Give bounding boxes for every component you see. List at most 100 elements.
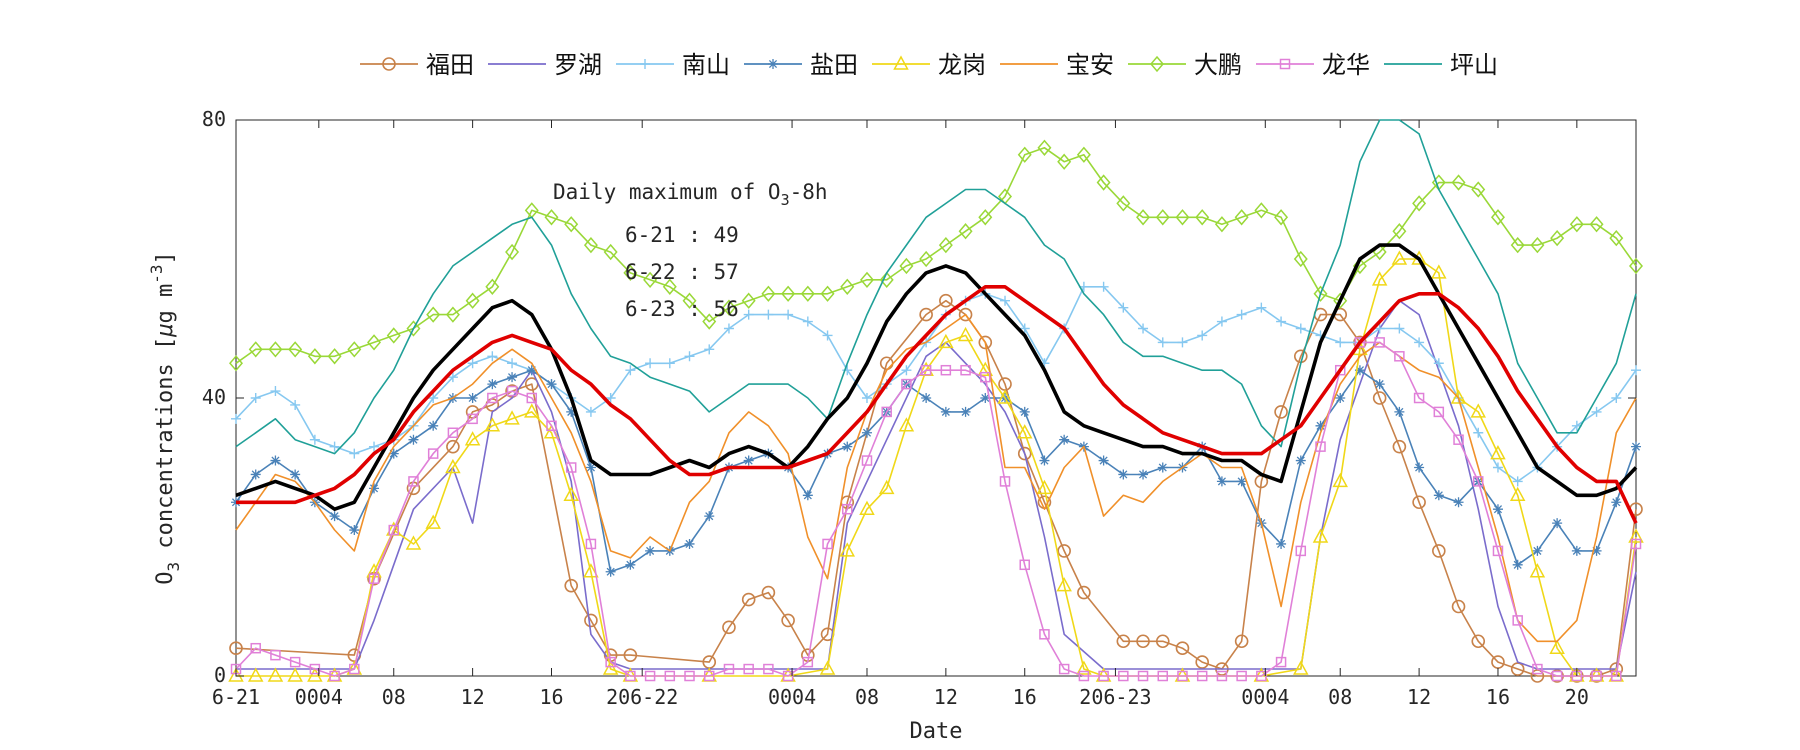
data-point-marker xyxy=(504,410,520,425)
data-point-marker xyxy=(1451,174,1466,191)
data-point-marker xyxy=(899,257,914,275)
data-point-marker xyxy=(1394,351,1405,362)
data-point-marker xyxy=(939,293,953,308)
data-point-marker xyxy=(1234,209,1249,226)
data-point-marker xyxy=(507,372,518,383)
data-point-marker xyxy=(1137,670,1149,682)
data-point-marker xyxy=(1470,403,1487,418)
data-point-marker xyxy=(1236,670,1247,682)
data-point-marker xyxy=(1098,670,1109,682)
data-point-marker xyxy=(290,399,301,410)
data-point-marker xyxy=(1293,250,1308,268)
series-station-3 xyxy=(231,365,1641,577)
data-point-marker xyxy=(861,427,872,438)
data-point-marker xyxy=(1629,257,1643,275)
data-point-marker xyxy=(1473,476,1484,487)
data-point-marker xyxy=(388,524,399,536)
data-point-marker xyxy=(329,670,340,682)
data-point-marker xyxy=(978,335,993,350)
ylabel-part: g m xyxy=(153,284,178,324)
data-point-marker xyxy=(506,385,518,397)
data-point-marker xyxy=(1412,195,1427,212)
data-point-marker xyxy=(1177,337,1188,348)
series-line xyxy=(235,313,1637,643)
data-point-marker xyxy=(1492,462,1503,473)
data-point-marker xyxy=(1532,663,1543,675)
data-point-marker xyxy=(1315,420,1326,431)
data-point-marker xyxy=(1532,545,1543,556)
series-mean-black xyxy=(235,243,1638,512)
data-point-marker xyxy=(743,455,754,466)
data-point-marker xyxy=(1611,393,1622,403)
data-point-marker xyxy=(1118,469,1129,480)
data-point-marker xyxy=(1274,209,1289,226)
data-point-marker xyxy=(248,341,263,358)
x-axis-label: Date xyxy=(910,719,963,744)
data-point-marker xyxy=(309,434,320,445)
data-point-marker xyxy=(1037,139,1052,156)
data-point-marker xyxy=(980,393,991,403)
data-point-marker xyxy=(721,299,736,316)
data-point-marker xyxy=(1059,434,1070,445)
data-point-marker xyxy=(1019,406,1030,417)
data-point-marker xyxy=(1374,379,1385,390)
data-point-marker xyxy=(1136,209,1151,226)
data-point-marker xyxy=(901,365,912,376)
annotation-line: 6-23 : 56 xyxy=(625,297,739,321)
data-point-marker xyxy=(565,462,577,473)
data-point-marker xyxy=(1354,337,1366,348)
data-point-marker xyxy=(1155,634,1170,649)
data-point-marker xyxy=(369,483,380,494)
y-tick-label: 80 xyxy=(202,107,226,131)
data-point-marker xyxy=(1000,295,1011,306)
x-tick-label: 206-22 xyxy=(606,685,678,709)
data-point-marker xyxy=(761,585,776,600)
data-point-marker xyxy=(1276,538,1287,549)
series-line xyxy=(236,299,1637,670)
data-point-marker xyxy=(1394,323,1405,334)
data-point-marker xyxy=(1473,427,1484,438)
legend-label: 宝安 xyxy=(1066,51,1114,79)
data-point-marker xyxy=(1471,634,1486,649)
data-point-marker xyxy=(781,613,795,628)
legend-marker xyxy=(382,57,396,71)
data-point-marker xyxy=(290,469,301,480)
data-point-marker xyxy=(859,271,874,289)
data-point-marker xyxy=(1275,656,1287,668)
data-point-marker xyxy=(247,667,264,682)
data-point-marker xyxy=(1450,389,1467,404)
data-point-marker xyxy=(1138,469,1149,480)
data-point-marker xyxy=(741,592,756,607)
data-point-marker xyxy=(1236,309,1247,320)
ylabel-part: O xyxy=(153,572,178,585)
data-point-marker xyxy=(349,663,360,675)
data-point-marker xyxy=(250,642,261,654)
data-point-marker xyxy=(625,559,636,570)
series-station-7 xyxy=(230,337,1642,682)
data-point-marker xyxy=(369,441,380,452)
series-line xyxy=(236,258,1637,677)
data-point-marker xyxy=(603,243,618,261)
data-point-marker xyxy=(605,393,616,403)
legend-entry: 宝安 xyxy=(1000,51,1114,79)
data-point-marker xyxy=(960,406,971,417)
data-point-marker xyxy=(408,476,419,487)
data-point-marker xyxy=(563,486,579,502)
data-point-marker xyxy=(802,656,814,668)
x-tick-label: 0004 xyxy=(768,685,816,709)
data-point-marker xyxy=(1490,445,1506,460)
data-point-marker xyxy=(564,216,579,233)
data-point-marker xyxy=(526,392,538,404)
series-station-8 xyxy=(235,119,1637,455)
legend-marker xyxy=(1150,55,1164,73)
data-point-marker xyxy=(584,613,598,628)
data-point-marker xyxy=(1254,202,1269,219)
data-point-marker xyxy=(1374,323,1385,334)
legend-label: 南山 xyxy=(682,51,730,79)
data-point-marker xyxy=(428,420,439,431)
annotation-title: Daily maximum of O3-8h xyxy=(553,180,828,209)
data-point-marker xyxy=(1056,577,1072,592)
data-point-marker xyxy=(546,420,557,432)
data-point-marker xyxy=(1392,223,1407,240)
